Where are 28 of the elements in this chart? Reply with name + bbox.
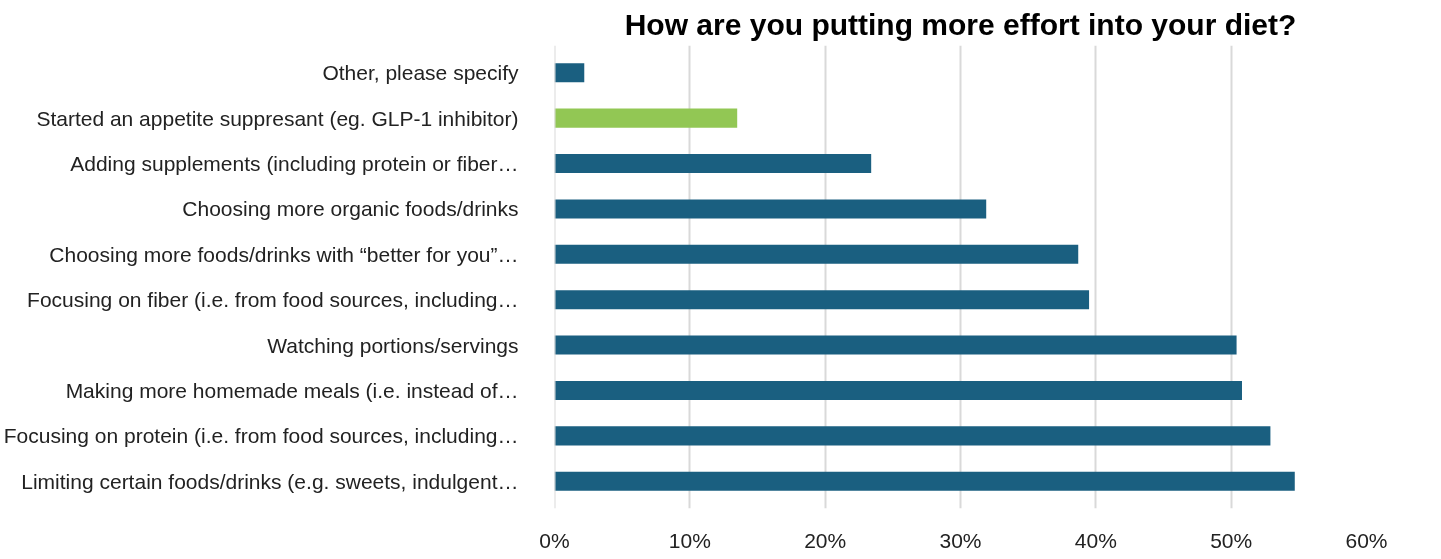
y-tick-label: Limiting certain foods/drinks (e.g. sweets, indulgent… [21,469,519,493]
bar [554,290,1090,310]
y-tick-label: Other, please specify [322,61,519,85]
bar [554,471,1295,491]
x-tick-label: 60% [1345,528,1388,552]
bar [554,108,738,128]
x-tick-label: 40% [1074,528,1117,552]
y-tick-label: Making more homemade meals (i.e. instead of… [65,378,519,402]
y-tick-label: Focusing on protein (i.e. from food sources, including… [3,424,519,448]
y-tick-label: Started an appetite suppresant (eg. GLP-1 inhibitor) [36,106,519,130]
bar [554,199,987,219]
bar [554,63,585,83]
y-tick-label: Choosing more foods/drinks with “better for you”… [49,242,519,266]
y-tick-label: Watching portions/servings [267,333,519,357]
bar [554,244,1079,264]
y-tick-label: Adding supplements (including protein or fiber… [70,152,519,176]
x-tick-label: 10% [668,528,711,552]
y-tick-label: Choosing more organic foods/drinks [182,197,519,221]
x-tick-label: 0% [539,528,570,552]
bar [554,335,1237,355]
chart-title: How are you putting more effort into your diet? [624,7,1297,41]
bar [554,153,872,174]
x-tick-label: 50% [1210,528,1253,552]
x-tick-label: 30% [939,528,982,552]
x-tick-label: 20% [804,528,847,552]
bar [554,426,1271,446]
bar [554,380,1242,401]
y-tick-label: Focusing on fiber (i.e. from food sources, including… [27,288,519,312]
